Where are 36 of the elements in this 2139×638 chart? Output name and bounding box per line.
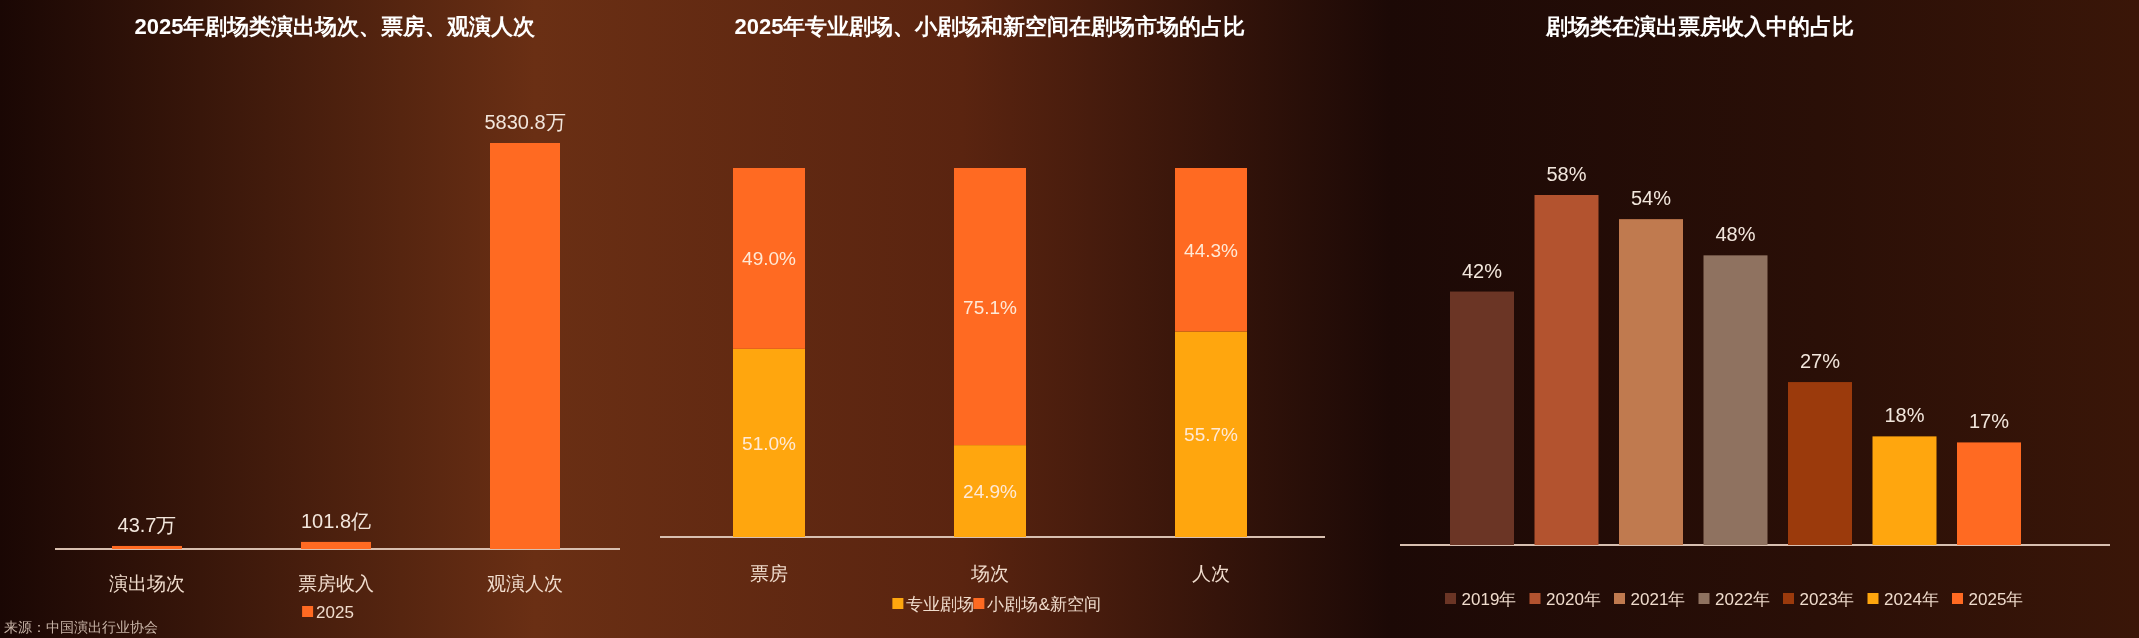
data-label: 5830.8万 bbox=[484, 111, 566, 133]
data-label: 43.7万 bbox=[117, 513, 177, 536]
x-tick-label: 场次 bbox=[970, 563, 1009, 584]
x-tick-label: 2022年 bbox=[1715, 590, 1770, 609]
legend-label: 小剧场&新空间 bbox=[987, 595, 1101, 614]
x-tick-label: 演出场次 bbox=[109, 573, 185, 594]
x-tick-label: 票房 bbox=[750, 563, 788, 584]
x-tick-label: 2024年 bbox=[1884, 590, 1939, 609]
source-note: 来源：中国演出行业协会 bbox=[4, 619, 158, 635]
data-label: 101.8亿 bbox=[300, 509, 372, 532]
data-label: 48% bbox=[1715, 223, 1756, 246]
legend-label: 2025 bbox=[316, 603, 354, 622]
data-label: 27% bbox=[1799, 350, 1841, 373]
chart-title: 2025年专业剧场、小剧场和新空间在剧场市场的占比 bbox=[734, 14, 1246, 39]
data-label: 58% bbox=[1546, 163, 1587, 185]
data-label: 18% bbox=[1884, 404, 1925, 427]
data-label: 75.1% bbox=[963, 296, 1018, 318]
x-tick-label: 2019年 bbox=[1461, 590, 1517, 609]
data-label: 51.0% bbox=[742, 432, 797, 454]
x-tick-label: 观演人次 bbox=[487, 573, 563, 594]
x-tick-label: 票房收入 bbox=[298, 573, 374, 594]
x-tick-label: 2021年 bbox=[1630, 590, 1686, 609]
chart-title: 剧场类在演出票房收入中的占比 bbox=[1545, 14, 1854, 39]
x-tick-label: 人次 bbox=[1192, 563, 1230, 584]
data-label: 17% bbox=[1968, 410, 2010, 433]
data-label: 49.0% bbox=[742, 248, 797, 270]
data-label: 42% bbox=[1461, 259, 1503, 282]
x-tick-label: 2020年 bbox=[1546, 590, 1601, 609]
x-tick-label: 2023年 bbox=[1799, 590, 1855, 609]
data-label: 54% bbox=[1630, 187, 1672, 210]
legend-label: 专业剧场 bbox=[906, 595, 975, 614]
data-label: 55.7% bbox=[1184, 424, 1239, 446]
data-label: 44.3% bbox=[1184, 239, 1239, 261]
x-tick-label: 2025年 bbox=[1968, 590, 2024, 609]
chart-title: 2025年剧场类演出场次、票房、观演人次 bbox=[134, 14, 537, 39]
data-label: 24.9% bbox=[963, 481, 1018, 503]
